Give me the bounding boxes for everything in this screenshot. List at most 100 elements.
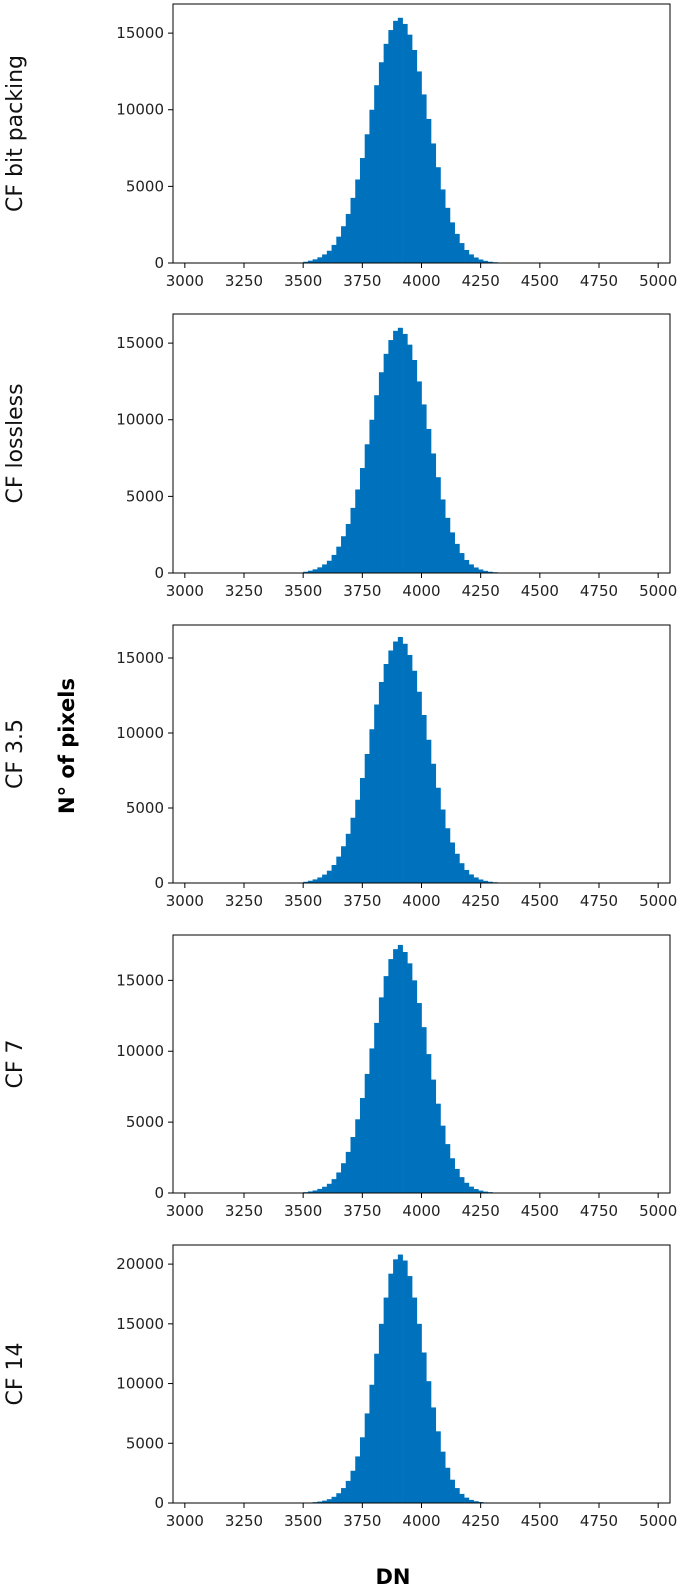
histogram-bar [397, 327, 403, 573]
histogram-bar [459, 1493, 465, 1503]
histogram-bar [435, 1103, 441, 1193]
y-tick-label: 10000 [116, 1375, 164, 1393]
histogram-bar [430, 143, 437, 263]
x-tick-label: 3000 [166, 1512, 204, 1530]
histogram-bar [303, 571, 309, 573]
histogram-bar [440, 499, 446, 573]
histogram-bar [341, 846, 347, 883]
histogram-bar [426, 1381, 432, 1503]
histogram-bar [369, 1384, 375, 1503]
histogram-bar [355, 1456, 361, 1503]
x-tick-label: 3250 [225, 272, 263, 290]
histogram-bar [487, 571, 493, 573]
histogram-bar [397, 17, 403, 263]
histogram-bar [369, 419, 375, 573]
histogram-bar [355, 179, 361, 263]
histogram-bar [307, 260, 313, 263]
histogram-bar [421, 1027, 427, 1193]
histogram-bar [364, 1413, 370, 1503]
histogram-bar [355, 799, 361, 883]
panels-container: 3000 3250 3500 3750 4000 4250 4500 4750 5000 0 500… [3, 3, 677, 1530]
y-tick-label: 15000 [116, 649, 164, 667]
histogram-bar [383, 664, 389, 883]
histogram-bar [359, 778, 366, 883]
histogram-bar [430, 1407, 437, 1503]
histogram-bar [454, 233, 460, 263]
histogram-bar [345, 523, 351, 573]
x-tick-label: 3500 [284, 1512, 322, 1530]
histogram-bar [383, 976, 389, 1193]
histogram-bar [374, 395, 380, 573]
histogram-bar [464, 559, 470, 573]
histogram-bar [440, 809, 446, 883]
histogram-bar [421, 715, 427, 883]
x-tick-label: 4000 [402, 272, 440, 290]
histogram-bar [397, 1254, 403, 1503]
histogram-bar [449, 842, 455, 883]
histogram-bar [464, 1497, 470, 1504]
histogram-bar [445, 517, 451, 573]
histogram-bar [468, 254, 474, 263]
x-tick-label: 3500 [284, 1202, 322, 1220]
histogram-bar [483, 260, 489, 263]
histogram-bar [336, 236, 342, 263]
y-tick-label: 20000 [116, 1255, 164, 1273]
histogram-bar [393, 1259, 399, 1503]
x-tick-label: 3750 [343, 1512, 381, 1530]
histogram-bar [307, 880, 313, 883]
histogram-bar [426, 118, 432, 263]
x-tick-label: 4250 [462, 582, 500, 600]
histogram-bar [393, 641, 399, 883]
row-label: CF bit packing [3, 55, 28, 212]
histogram-bar [383, 353, 389, 573]
x-tick-label: 4000 [402, 892, 440, 910]
histogram-bar [393, 20, 399, 263]
histogram-bar [307, 570, 313, 573]
histogram-bar [374, 1353, 380, 1503]
histogram-bar [473, 257, 479, 263]
histogram-bar [483, 880, 489, 883]
histogram-bar [416, 1003, 422, 1193]
histogram-bar [426, 739, 432, 883]
y-tick-label: 15000 [116, 334, 164, 352]
histogram-bar [421, 94, 427, 263]
histogram-bar [350, 1137, 356, 1193]
y-tick-label: 10000 [116, 724, 164, 742]
x-tick-label: 4750 [580, 1512, 618, 1530]
row-label: CF 7 [3, 1039, 28, 1088]
histogram-bar [402, 1260, 408, 1503]
histogram-bar [388, 340, 394, 573]
histogram-bar [464, 249, 470, 263]
histogram-bar [478, 259, 484, 263]
histogram-bar [473, 877, 479, 883]
y-tick-label: 0 [154, 1494, 164, 1512]
x-tick-label: 4000 [402, 582, 440, 600]
x-tick-label: 4000 [402, 1202, 440, 1220]
x-tick-label: 3250 [225, 1202, 263, 1220]
histogram-bar [464, 1182, 470, 1193]
x-tick-label: 3250 [225, 892, 263, 910]
histogram-bar [326, 560, 332, 573]
histogram-bar [378, 997, 384, 1193]
histogram-bar [430, 453, 437, 573]
y-tick-label: 15000 [116, 971, 164, 989]
histogram-bar [369, 729, 375, 883]
histogram-bar [407, 1276, 413, 1503]
histogram-bar [468, 564, 474, 573]
y-tick-label: 15000 [116, 24, 164, 42]
histogram-bar [331, 865, 337, 883]
histogram-bar [430, 763, 437, 883]
histogram-bar [317, 257, 323, 263]
histogram-bar [449, 1158, 455, 1193]
histogram-bar [478, 569, 484, 573]
histogram-bar [473, 1189, 479, 1193]
histogram-bar [459, 863, 465, 883]
x-tick-label: 4500 [521, 892, 559, 910]
histogram-bar [478, 1190, 484, 1193]
histogram-bar [416, 1323, 422, 1503]
histogram-bar [449, 222, 455, 263]
y-axis-title: N° of pixels [55, 678, 79, 814]
histogram-bar [416, 381, 422, 573]
histogram-bar [416, 71, 422, 264]
histogram-bar [326, 1499, 332, 1503]
